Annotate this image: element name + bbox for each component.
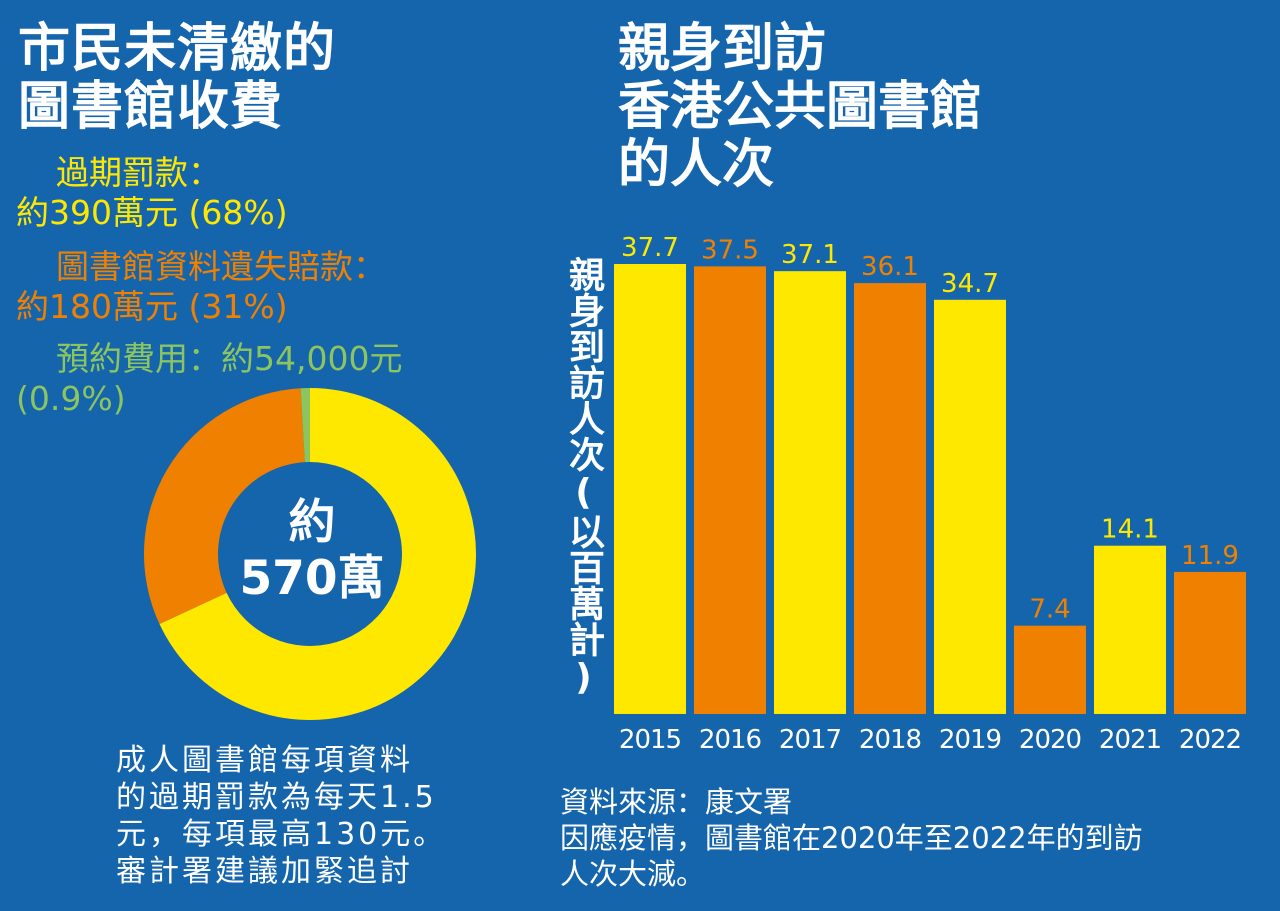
legend-item-reservation-fees: 預約費用：約54,000元 (0.9%) [16,338,556,419]
left-chart-title: 市民未清繳的 圖書館收費 [18,19,337,137]
bar-value-label-2019: 34.7 [941,269,999,299]
bar-chart-y-axis-label: 親身到訪人次(以百萬計) [563,256,604,698]
source-note: 資料來源：康文署 因應疫情，圖書館在2020年至2022年的到訪 人次大減。 [560,785,1143,891]
bar-value-label-2021: 14.1 [1101,515,1159,545]
bar-value-label-2018: 36.1 [861,252,919,282]
bar-2015 [614,264,686,714]
bar-2021 [1094,545,1166,714]
bar-value-label-2020: 7.4 [1029,595,1070,625]
x-tick-label-2020: 2020 [1019,725,1081,755]
bar-value-label-2015: 37.7 [621,233,679,263]
legend-label-reservation-fees: 預約費用：約54,000元 (0.9%) [16,339,403,418]
legend-item-overdue-fines: 過期罰款： 約390萬元 (68%) [16,152,556,233]
x-tick-label-2022: 2022 [1179,725,1241,755]
legend-label-overdue-fines: 過期罰款： 約390萬元 (68%) [16,153,288,232]
bar-2018 [854,283,926,714]
bar-value-label-2017: 37.1 [781,240,839,270]
legend-swatch-yellow [16,152,52,188]
bar-2017 [774,271,846,714]
left-footnote: 成人圖書館每項資料 的過期罰款為每天1.5 元，每項最高130元。 審計署建議加… [116,743,447,889]
x-tick-label-2021: 2021 [1099,725,1161,755]
donut-chart [144,388,476,720]
legend-swatch-orange [16,246,52,282]
x-tick-label-2018: 2018 [859,725,921,755]
bar-2022 [1174,571,1246,714]
bar-value-label-2022: 11.9 [1181,541,1239,571]
bar-2020 [1014,625,1086,714]
legend-item-lost-materials: 圖書館資料遺失賠款： 約180萬元 (31%) [16,246,556,327]
x-tick-label-2017: 2017 [779,725,841,755]
x-tick-label-2016: 2016 [699,725,761,755]
bar-value-label-2016: 37.5 [701,235,759,265]
donut-slice-lost-materials [144,388,305,625]
x-tick-label-2015: 2015 [619,725,681,755]
x-tick-label-2019: 2019 [939,725,1001,755]
legend-label-lost-materials: 圖書館資料遺失賠款： 約180萬元 (31%) [16,247,386,326]
donut-center-total: 約 570萬 [239,495,385,606]
donut-slice-reservation-fees [300,388,310,463]
legend-swatch-green [16,338,52,374]
right-chart-title: 親身到訪 香港公共圖書館 的人次 [618,19,983,195]
donut-slice-overdue-fines [159,388,476,720]
bar-2019 [934,299,1006,714]
bar-2016 [694,266,766,714]
